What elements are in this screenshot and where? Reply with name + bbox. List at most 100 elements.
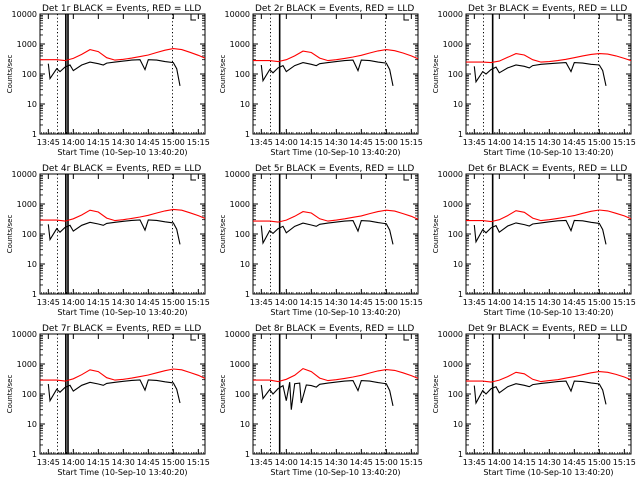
series-lld-line [40, 208, 206, 222]
x-tick-label: 15:15 [613, 138, 636, 147]
x-axis-label: Start Time (10-Sep-10 13:40:20) [270, 468, 400, 477]
y-tick-label: 10000 [12, 10, 37, 19]
legend-marker [616, 14, 622, 21]
y-tick-label: 1 [458, 450, 463, 459]
y-tick-label: 100 [448, 230, 463, 239]
y-axis-label: Counts/sec [219, 55, 227, 94]
series-events-line [260, 59, 394, 87]
series-events-line [260, 380, 394, 410]
series-lld-line [466, 371, 632, 383]
chart-panel-2: Det 2r BLACK = Events, RED = LLD 1 10 100 10… [219, 4, 423, 157]
y-tick-label: 1000 [17, 200, 37, 209]
y-tick-label: 100 [235, 230, 250, 239]
x-tick-label: 14:00 [488, 458, 511, 467]
series-events-line [473, 219, 607, 245]
y-axis-label: Counts/sec [432, 55, 440, 94]
y-tick-label: 10 [27, 100, 37, 109]
x-tick-label: 14:15 [513, 138, 536, 147]
chart-panel-9: Det 9r BLACK = Events, RED = LLD 1 10 100 10… [432, 324, 636, 477]
y-axis-label: Counts/sec [219, 375, 227, 414]
x-tick-label: 15:00 [162, 138, 185, 147]
legend-marker [190, 14, 196, 21]
legend-marker [403, 174, 409, 181]
x-tick-label: 14:00 [62, 138, 85, 147]
y-tick-label: 1000 [443, 40, 463, 49]
y-tick-label: 10 [453, 100, 463, 109]
x-tick-label: 15:15 [400, 138, 423, 147]
legend-marker [190, 334, 196, 341]
x-tick-label: 13:45 [463, 298, 486, 307]
y-tick-label: 100 [235, 390, 250, 399]
y-tick-label: 10 [453, 420, 463, 429]
y-tick-label: 100 [235, 70, 250, 79]
y-tick-label: 1 [245, 450, 250, 459]
x-tick-label: 13:45 [37, 298, 60, 307]
chart-panel-5: Det 5r BLACK = Events, RED = LLD 1 10 100 10… [219, 164, 423, 317]
x-tick-label: 14:15 [300, 298, 323, 307]
x-tick-label: 14:15 [300, 138, 323, 147]
panel-title: Det 7r BLACK = Events, RED = LLD [42, 324, 201, 334]
x-tick-label: 15:00 [375, 458, 398, 467]
y-tick-label: 1000 [17, 40, 37, 49]
x-tick-label: 14:15 [87, 458, 110, 467]
y-tick-label: 10 [27, 420, 37, 429]
chart-panel-8: Det 8r BLACK = Events, RED = LLD 1 10 100 10… [219, 324, 423, 477]
x-tick-label: 14:30 [112, 458, 135, 467]
chart-panel-6: Det 6r BLACK = Events, RED = LLD 1 10 100 10… [432, 164, 636, 317]
legend-marker [616, 334, 622, 341]
x-tick-label: 15:00 [375, 298, 398, 307]
x-tick-label: 14:45 [350, 138, 373, 147]
y-tick-label: 1 [32, 130, 37, 139]
y-tick-label: 1000 [443, 360, 463, 369]
y-axis-label: Counts/sec [432, 375, 440, 414]
y-tick-label: 10000 [12, 330, 37, 339]
x-tick-label: 14:30 [538, 298, 561, 307]
y-tick-label: 10000 [438, 10, 463, 19]
x-tick-label: 14:45 [563, 298, 586, 307]
y-tick-label: 10000 [225, 170, 250, 179]
panel-title: Det 1r BLACK = Events, RED = LLD [42, 4, 201, 14]
y-tick-label: 10000 [225, 10, 250, 19]
x-tick-label: 14:45 [563, 458, 586, 467]
x-tick-label: 14:00 [275, 458, 298, 467]
x-tick-label: 14:00 [275, 298, 298, 307]
x-tick-label: 15:15 [400, 298, 423, 307]
y-tick-label: 1 [458, 290, 463, 299]
y-tick-label: 1000 [17, 360, 37, 369]
y-tick-label: 1 [32, 450, 37, 459]
x-tick-label: 15:15 [187, 298, 210, 307]
x-tick-label: 13:45 [250, 458, 273, 467]
x-tick-label: 13:45 [463, 138, 486, 147]
series-events-line [260, 220, 394, 245]
x-tick-label: 14:30 [538, 138, 561, 147]
y-tick-label: 100 [22, 390, 37, 399]
x-tick-label: 14:45 [137, 298, 160, 307]
x-tick-label: 13:45 [463, 458, 486, 467]
x-tick-label: 15:00 [162, 458, 185, 467]
y-axis-label: Counts/sec [6, 55, 14, 94]
panel-title: Det 6r BLACK = Events, RED = LLD [468, 164, 627, 174]
panel-title: Det 5r BLACK = Events, RED = LLD [255, 164, 414, 174]
y-tick-label: 10 [240, 260, 250, 269]
x-tick-label: 14:30 [112, 298, 135, 307]
series-lld-line [466, 53, 632, 64]
y-tick-label: 10 [240, 100, 250, 109]
x-tick-label: 14:00 [62, 298, 85, 307]
series-events-line [473, 62, 607, 87]
y-axis-label: Counts/sec [219, 215, 227, 254]
panel-title: Det 2r BLACK = Events, RED = LLD [255, 4, 414, 14]
y-tick-label: 100 [22, 70, 37, 79]
y-tick-label: 100 [448, 70, 463, 79]
x-axis-label: Start Time (10-Sep-10 13:40:20) [57, 148, 187, 157]
y-tick-label: 10000 [225, 330, 250, 339]
x-tick-label: 15:15 [187, 458, 210, 467]
plot-frame [465, 13, 632, 135]
x-tick-label: 13:45 [250, 138, 273, 147]
y-axis-label: Counts/sec [6, 215, 14, 254]
x-tick-label: 15:15 [400, 458, 423, 467]
x-axis-label: Start Time (10-Sep-10 13:40:20) [57, 308, 187, 317]
x-tick-label: 14:45 [563, 138, 586, 147]
x-tick-label: 15:00 [588, 138, 611, 147]
y-tick-label: 1000 [443, 200, 463, 209]
